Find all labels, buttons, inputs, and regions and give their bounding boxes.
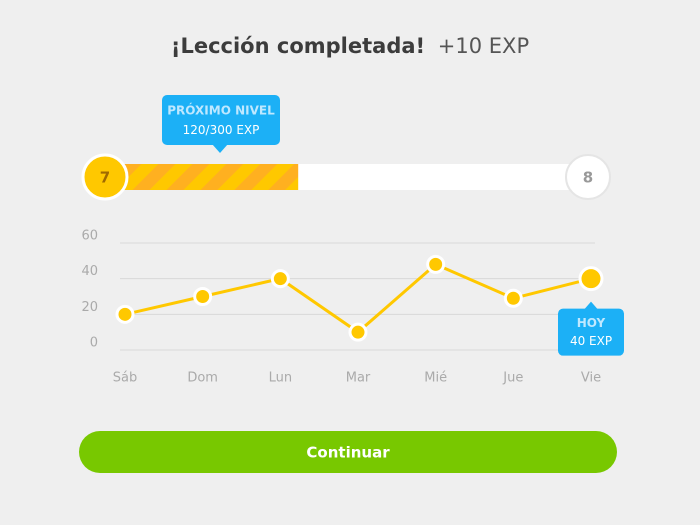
- tooltip-pointer: [212, 144, 228, 153]
- continue-button[interactable]: Continuar: [79, 431, 617, 473]
- exp-separator: /: [206, 123, 211, 137]
- title-bonus: +10 EXP: [438, 34, 529, 58]
- title-main: ¡Lección completada!: [171, 34, 425, 58]
- tooltip-value: 120/300 EXP: [183, 123, 260, 137]
- x-tick-label: Lun: [269, 371, 293, 386]
- x-tick-label: Vie: [581, 371, 601, 386]
- exp-current: 120: [183, 123, 206, 137]
- data-point: [193, 287, 213, 306]
- y-tick-label: 60: [81, 229, 98, 244]
- tooltip-box: [558, 308, 624, 356]
- title: ¡Lección completada! +10 EXP: [171, 34, 529, 58]
- button-label[interactable]: Continuar: [306, 444, 390, 462]
- y-tick-label: 20: [81, 300, 98, 315]
- data-point: [115, 304, 135, 324]
- next-level: 8: [583, 169, 593, 187]
- exp-unit: EXP: [236, 123, 259, 137]
- tooltip-title: PRÓXIMO NIVEL: [167, 103, 275, 118]
- x-tick-label: Dom: [187, 371, 218, 386]
- x-tick-label: Sáb: [113, 371, 137, 386]
- today-tooltip: HOY 40 EXP: [558, 301, 624, 356]
- next-level-badge: [565, 154, 611, 200]
- x-tick-label: Mar: [346, 371, 371, 386]
- tooltip-box: [162, 95, 280, 145]
- data-point: [270, 269, 290, 289]
- button-background[interactable]: [79, 431, 617, 473]
- x-tick-label: Jue: [502, 371, 523, 386]
- y-tick-label: 40: [81, 264, 98, 279]
- data-point: [426, 254, 446, 274]
- current-level-badge: [81, 153, 129, 201]
- level-progress: 7 8: [81, 153, 611, 201]
- tooltip-pointer: [584, 301, 598, 310]
- data-point: [503, 288, 523, 308]
- tooltip-value: 40 EXP: [570, 334, 612, 348]
- y-tick-label: 0: [90, 336, 98, 351]
- progress-fill: [105, 164, 299, 190]
- chart: 0 20 40 60 Sáb Dom Lun Mar Mié Jue Vie HOY 40 EXP: [81, 229, 624, 386]
- data-point: [348, 322, 368, 342]
- exp-max: 300: [210, 123, 233, 137]
- tooltip-title: HOY: [577, 316, 606, 330]
- x-tick-label: Mié: [424, 371, 447, 386]
- data-point: [578, 266, 604, 292]
- current-level: 7: [100, 169, 110, 187]
- next-level-tooltip: PRÓXIMO NIVEL 120/300 EXP: [162, 95, 280, 153]
